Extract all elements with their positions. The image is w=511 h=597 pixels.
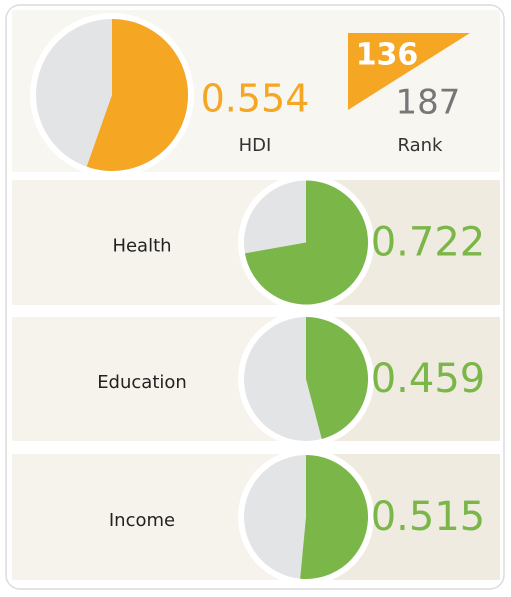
index-value: 0.459 [371, 356, 486, 402]
index-label: Health [112, 236, 171, 257]
hdi-value: 0.554 [201, 77, 310, 121]
pie-slice [86, 19, 188, 171]
hdi-label: HDI [239, 135, 272, 156]
rank-value: 136 [356, 38, 419, 73]
index-label: Education [97, 372, 187, 393]
index-value: 0.515 [371, 494, 486, 540]
rank-total: 187 [396, 83, 461, 123]
pie-slice [300, 455, 368, 579]
rank-label: Rank [398, 135, 444, 156]
index-value: 0.722 [371, 220, 486, 266]
rank-triangle [348, 33, 470, 110]
pie-slice [244, 180, 368, 305]
pie-slice [306, 317, 368, 439]
index-label: Income [109, 510, 175, 531]
